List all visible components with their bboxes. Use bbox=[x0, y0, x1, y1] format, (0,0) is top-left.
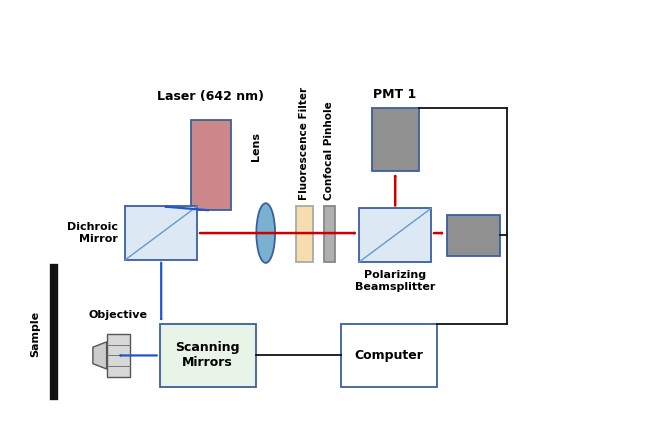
Text: Scanning
Mirrors: Scanning Mirrors bbox=[176, 341, 240, 369]
Ellipse shape bbox=[256, 203, 275, 263]
Text: Confocal Pinhole: Confocal Pinhole bbox=[324, 101, 334, 200]
Bar bbox=[447, 215, 500, 255]
Text: Laser (642 nm): Laser (642 nm) bbox=[157, 90, 265, 103]
Polygon shape bbox=[93, 342, 107, 369]
Bar bbox=[191, 120, 231, 210]
Text: Lens: Lens bbox=[252, 132, 261, 161]
Bar bbox=[107, 334, 130, 377]
Text: Computer: Computer bbox=[354, 349, 423, 362]
Bar bbox=[359, 208, 431, 262]
Text: Fluorescence Filter: Fluorescence Filter bbox=[300, 87, 309, 200]
Text: Dichroic
Mirror: Dichroic Mirror bbox=[67, 222, 118, 244]
Bar bbox=[341, 323, 437, 387]
Bar bbox=[372, 108, 419, 171]
Text: Objective: Objective bbox=[89, 310, 148, 320]
Bar bbox=[296, 207, 313, 262]
Bar bbox=[324, 207, 335, 262]
Text: Sample: Sample bbox=[30, 311, 40, 357]
Bar bbox=[125, 207, 197, 260]
Text: Polarizing
Beamsplitter: Polarizing Beamsplitter bbox=[355, 270, 435, 292]
Text: PMT 1: PMT 1 bbox=[373, 88, 417, 101]
Bar bbox=[160, 323, 256, 387]
